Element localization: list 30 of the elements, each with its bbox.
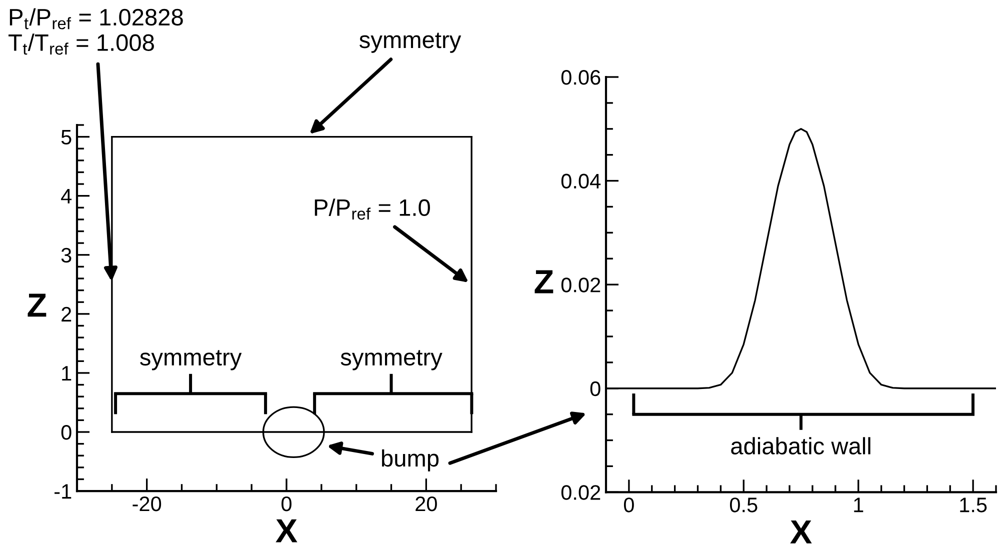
y-axis-title: Z (28, 294, 46, 317)
annotation: P/P$_{ref}$ = 1.0 (314, 198, 430, 220)
x-tick-label: 20 (416, 496, 437, 512)
x-tick-label: 0 (624, 498, 634, 512)
y-tick-label: 2 (62, 306, 72, 322)
y-tick-label: 0.04 (561, 174, 601, 189)
x-axis-title: X (276, 519, 298, 542)
y-tick-label: 0.02 (561, 278, 600, 292)
y-tick-label: 3 (61, 248, 72, 263)
y-tick-label: 5 (61, 130, 72, 145)
text: P$_{t}$/P$_{ref}$ = 1.02828 T$_{t}$/T$_{ref}$ = 1.008 (8, 8, 183, 55)
x-tick-label: 0 (282, 496, 292, 512)
y-tick-label: 0 (61, 425, 72, 440)
y-tick-label: 4 (61, 189, 72, 204)
x-tick-label: 1 (854, 498, 864, 512)
text: symmetry (360, 32, 462, 53)
x-tick-label: 0.5 (730, 498, 758, 512)
y-tick-label: -1 (54, 484, 72, 499)
y-tick-label: 0.06 (561, 70, 600, 85)
annotation: symmetry (340, 350, 442, 370)
x-axis-title: X (790, 520, 812, 544)
annotation: adiabatic wall (731, 437, 870, 454)
x-tick-label: 1.5 (960, 498, 987, 512)
y-tick-label: 0.02 (561, 485, 600, 500)
y-axis-title: Z (534, 270, 554, 294)
x-tick-label: -20 (132, 496, 162, 512)
annotation: symmetry (140, 350, 242, 370)
y-tick-label: 1 (62, 366, 72, 381)
y-tick-label: 0 (590, 381, 600, 396)
annotation: bump (382, 449, 439, 472)
